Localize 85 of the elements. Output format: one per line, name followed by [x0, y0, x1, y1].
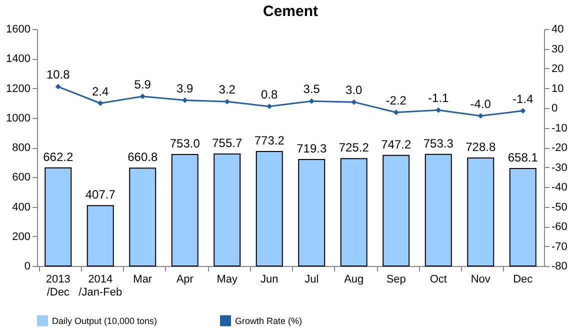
- data-label: 773.2: [254, 133, 285, 148]
- y-tick-label: 400: [12, 201, 30, 214]
- legend-label: Growth Rate (%): [235, 316, 302, 326]
- point: [140, 94, 146, 100]
- y2-tick-label: -70: [552, 240, 568, 253]
- y2-tick-label: -20: [552, 142, 568, 154]
- x-tick-label: 2013 /Dec: [46, 274, 70, 298]
- data-label: 3.0: [346, 83, 363, 98]
- bar: [424, 154, 452, 266]
- y-tick-label: 0: [24, 260, 30, 272]
- y2-tick-label: -10: [552, 122, 568, 134]
- point: [436, 107, 442, 113]
- point: [266, 104, 272, 110]
- data-label: 2.4: [92, 84, 110, 98]
- bar: [44, 167, 72, 266]
- bar: [298, 158, 326, 266]
- point: [393, 110, 399, 116]
- point: [98, 100, 104, 106]
- y2-tick-label: -40: [552, 182, 568, 194]
- data-label: 755.7: [212, 136, 242, 150]
- x-tick-label: 2014 /Jan-Feb: [78, 274, 122, 298]
- y-tick-label: 1600: [6, 24, 30, 36]
- x-tick-label: Jul: [304, 274, 319, 286]
- data-label: 3.5: [303, 82, 320, 96]
- y-tick-label: 1000: [6, 112, 30, 124]
- data-label: 753.3: [423, 136, 454, 150]
- point: [478, 113, 484, 119]
- data-label: 407.7: [85, 188, 116, 202]
- data-label: 3.2: [218, 82, 236, 97]
- point: [520, 108, 526, 114]
- point: [308, 98, 314, 104]
- bar: [509, 168, 536, 266]
- data-label: -4.0: [470, 96, 492, 111]
- legend-label: Daily Output (10,000 tons): [52, 316, 158, 326]
- data-label: 728.8: [466, 140, 496, 154]
- y2-tick-label: 30: [552, 43, 564, 56]
- y2-tick-label: 10: [552, 82, 564, 95]
- data-label: 719.3: [296, 141, 327, 156]
- y2-tick-label: 0: [552, 102, 558, 114]
- bar: [214, 154, 241, 266]
- bar: [171, 154, 198, 266]
- chart-title: Cement: [262, 3, 318, 20]
- x-tick-label: Jun: [260, 274, 278, 286]
- y2-tick-label: 40: [552, 24, 564, 36]
- data-label: 725.2: [338, 140, 370, 155]
- data-label: 10.8: [46, 68, 70, 82]
- bar: [382, 154, 410, 266]
- y-tick-label: 600: [12, 172, 30, 184]
- bar: [86, 205, 114, 266]
- bar: [467, 158, 494, 266]
- y-tick-label: 200: [12, 230, 30, 243]
- y2-tick-label: -50: [552, 201, 568, 214]
- data-label: 0.8: [261, 87, 278, 102]
- y2-tick-label: 20: [552, 63, 564, 75]
- x-tick-label: May: [216, 274, 238, 286]
- y2-tick-label: -80: [552, 260, 568, 272]
- data-label: 660.8: [128, 150, 158, 164]
- x-tick-label: Mar: [133, 274, 152, 286]
- data-label: 662.2: [43, 150, 74, 164]
- point: [55, 84, 61, 90]
- y2-tick-label: -30: [552, 162, 568, 174]
- x-tick-label: Apr: [176, 274, 194, 286]
- bar: [340, 158, 368, 266]
- bar: [256, 150, 283, 266]
- x-tick-label: Sep: [386, 274, 406, 286]
- point: [351, 99, 357, 105]
- data-label: 3.9: [176, 81, 194, 96]
- x-tick-label: Dec: [513, 274, 534, 286]
- data-label: 658.1: [508, 150, 538, 165]
- data-label: -1.4: [512, 92, 534, 106]
- bar: [129, 168, 156, 266]
- point: [182, 98, 188, 104]
- y-tick-label: 1400: [6, 53, 30, 66]
- y-tick-label: 1200: [6, 82, 30, 95]
- x-tick-label: Aug: [344, 274, 364, 286]
- data-label: -2.2: [386, 93, 407, 108]
- data-label: 753.0: [170, 136, 200, 150]
- y2-tick-label: -60: [552, 221, 568, 233]
- point: [224, 98, 230, 104]
- data-label: -1.1: [428, 91, 450, 106]
- y-tick-label: 800: [12, 142, 30, 154]
- data-label: 5.9: [134, 77, 152, 92]
- data-label: 747.2: [381, 137, 412, 152]
- x-tick-label: Nov: [470, 274, 491, 286]
- x-tick-label: Oct: [430, 274, 447, 286]
